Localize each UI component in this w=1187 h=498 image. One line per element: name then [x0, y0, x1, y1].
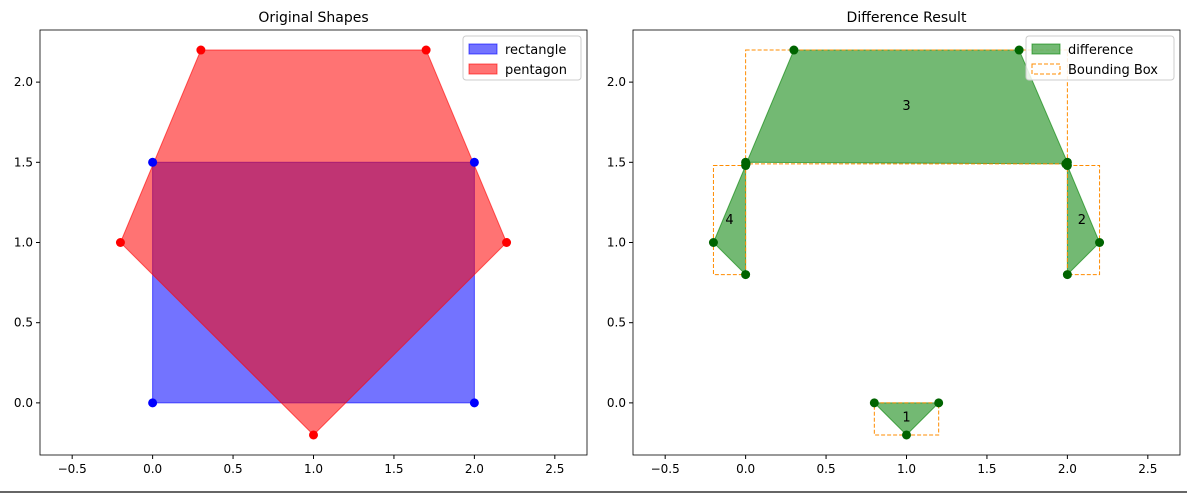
axes-2: Difference Result 1 2 3 4 −0.5 0.0 0.5 1.0 1.5 2.0… — [607, 10, 1181, 476]
piece-label: 1 — [902, 410, 910, 425]
legend-label: rectangle — [505, 43, 566, 58]
y-tick-label: 2.0 — [14, 75, 33, 89]
y-tick-label: 0.0 — [14, 396, 33, 410]
bounding-box — [1066, 165, 1101, 276]
legend-label: Bounding Box — [1068, 63, 1158, 78]
pentagon-vertex — [309, 430, 318, 440]
y-tick-label: 1.5 — [607, 155, 626, 169]
x-tick-label: 0.5 — [224, 462, 243, 476]
difference-piece — [1066, 165, 1101, 276]
x-tick-label: 0.0 — [143, 462, 162, 476]
legend-frame — [1025, 35, 1175, 81]
piece-label: 4 — [725, 213, 733, 228]
rectangle-vertex — [469, 398, 479, 408]
difference-vertex — [1061, 159, 1071, 169]
difference-legend-swatch — [1031, 43, 1061, 55]
legend: rectangle pentagon — [462, 35, 582, 81]
x-tick-label: 2.5 — [1138, 462, 1157, 476]
y-tick-label: 0.0 — [607, 396, 626, 410]
piece-label: 2 — [1078, 213, 1086, 228]
x-tick-label: −0.5 — [58, 462, 87, 476]
y-tick-label: 2.0 — [607, 75, 626, 89]
x-tick-label: 2.5 — [545, 462, 564, 476]
x-tick-label: 0.0 — [736, 462, 755, 476]
x-tick-label: −0.5 — [651, 462, 680, 476]
y-tick-label: 1.5 — [14, 155, 33, 169]
difference-vertex — [902, 430, 911, 440]
pentagon-polygon — [119, 49, 508, 436]
pentagon-vertex — [502, 238, 512, 247]
difference-vertex — [741, 270, 751, 280]
pentagon-vertex — [115, 238, 125, 247]
y-tick-label: 0.5 — [14, 316, 33, 330]
axes-1: Original Shapes −0.5 0.0 0.5 1.0 1.5 2.0 2.5 0.0… — [14, 10, 588, 476]
legend-label: difference — [1068, 43, 1133, 58]
bounding-box — [745, 49, 1068, 165]
legend-label: pentagon — [505, 63, 567, 78]
difference-vertex — [1014, 45, 1024, 55]
pentagon-vertex — [196, 45, 206, 55]
difference-vertex — [1095, 238, 1105, 247]
rectangle-legend-swatch — [468, 43, 498, 55]
legend: difference Bounding Box — [1025, 35, 1175, 81]
difference-vertex — [869, 398, 879, 408]
bounding-box-legend-swatch — [1031, 63, 1061, 75]
x-tick-label: 1.0 — [897, 462, 916, 476]
bounding-box — [712, 165, 747, 276]
chart-title: Original Shapes — [258, 10, 368, 26]
y-tick-label: 0.5 — [607, 316, 626, 330]
rectangle-vertex — [148, 398, 158, 408]
difference-vertex — [741, 161, 751, 171]
y-tick-label: 1.0 — [607, 236, 626, 250]
x-tick-label: 2.0 — [465, 462, 484, 476]
difference-vertex — [789, 45, 799, 55]
x-tick-label: 1.5 — [384, 462, 403, 476]
rectangle-vertex — [148, 157, 158, 167]
piece-label: 3 — [902, 99, 910, 114]
x-tick-label: 1.5 — [977, 462, 996, 476]
difference-vertex — [1062, 270, 1072, 280]
x-tick-label: 1.0 — [304, 462, 323, 476]
chart-title: Difference Result — [847, 10, 967, 26]
rectangle-vertex — [469, 157, 479, 167]
difference-vertex — [708, 238, 718, 247]
pentagon-legend-swatch — [468, 63, 498, 75]
pentagon-vertex — [421, 45, 431, 55]
x-tick-label: 0.5 — [817, 462, 836, 476]
difference-vertex — [934, 398, 944, 408]
y-tick-label: 1.0 — [14, 236, 33, 250]
x-tick-label: 2.0 — [1058, 462, 1077, 476]
